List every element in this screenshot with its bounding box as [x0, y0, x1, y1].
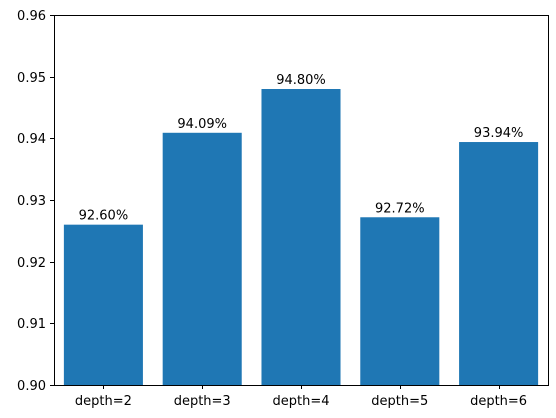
data-labels-group: 92.60% 94.09% 94.80% 92.72% 93.94% [79, 73, 524, 224]
data-label-1: 94.09% [177, 117, 227, 132]
x-tick-label-2: depth=4 [272, 394, 329, 409]
x-tick-label-4: depth=6 [470, 394, 527, 409]
bars-group [63, 89, 539, 385]
bar-4 [459, 142, 539, 385]
y-tick-label-3: 0.93 [17, 194, 46, 209]
x-axis: depth=2 depth=3 depth=4 depth=5 depth=6 [75, 385, 527, 409]
data-label-2: 94.80% [276, 73, 326, 88]
bar-2 [261, 89, 341, 385]
x-tick-label-0: depth=2 [75, 394, 132, 409]
data-label-3: 92.72% [375, 201, 425, 216]
y-tick-label-2: 0.92 [17, 256, 46, 271]
y-tick-label-6: 0.96 [17, 9, 46, 24]
y-axis: 0.90 0.91 0.92 0.93 0.94 0.95 0.96 [17, 9, 54, 394]
data-label-4: 93.94% [474, 126, 524, 141]
y-tick-label-4: 0.94 [17, 132, 46, 147]
y-tick-label-5: 0.95 [17, 71, 46, 86]
bar-3 [360, 217, 440, 385]
x-tick-label-3: depth=5 [371, 394, 428, 409]
bar-1 [162, 132, 242, 385]
x-tick-label-1: depth=3 [174, 394, 231, 409]
y-tick-label-1: 0.91 [17, 317, 46, 332]
y-tick-label-0: 0.90 [17, 379, 46, 394]
bar-0 [63, 224, 143, 385]
data-label-0: 92.60% [79, 209, 129, 224]
